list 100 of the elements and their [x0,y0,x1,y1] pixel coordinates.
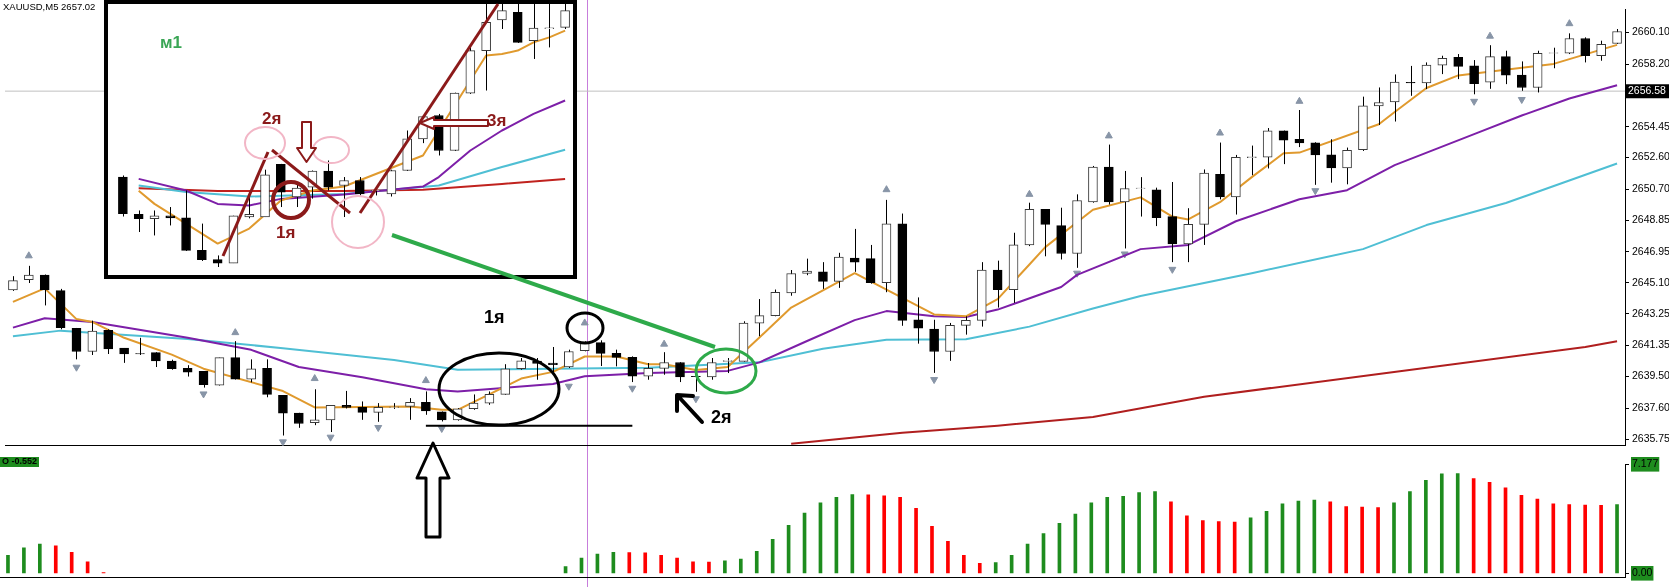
bar [977,562,982,574]
bar [898,496,902,574]
candlestick [786,269,797,297]
candlestick [961,315,971,336]
ref-line-label: 2656.58 [1628,84,1667,97]
bar [1615,504,1619,574]
candlestick [833,252,844,289]
bar [675,557,679,574]
bar [69,552,74,574]
candlestick [1326,138,1337,184]
bar [1408,491,1412,574]
candlestick [133,209,144,233]
point [930,377,939,385]
bar [1121,495,1125,574]
point [1565,19,1574,27]
candlestick [165,206,176,226]
candlestick [278,394,288,437]
bar [53,545,58,574]
point [24,251,33,259]
y-tick-label: 2654.45 [1632,119,1669,132]
candlestick [865,244,876,285]
bar [691,561,695,574]
bar [850,494,855,574]
point [1025,189,1034,197]
bar [1153,491,1157,574]
candlestick [1183,207,1194,263]
candlestick [1215,142,1225,200]
bar [1137,492,1141,574]
candlestick [1342,147,1352,185]
point [231,328,240,336]
y-tick-label: 2652.60 [1632,150,1669,163]
point [199,391,208,399]
point [421,376,430,384]
point [660,339,669,347]
bar [962,554,966,574]
bar [1439,473,1444,574]
y-tick-label: 0.00 [1632,566,1653,579]
y-tick-label: 2658.20 [1632,56,1669,69]
annotation: 1я [276,223,296,243]
y-tick-label: 2635.75 [1632,431,1669,444]
candlestick [528,4,539,60]
point [1517,96,1526,104]
y-tick-label: 2660.10 [1632,25,1669,38]
y-tick-label: 2639.50 [1632,369,1669,382]
candlestick [149,209,160,236]
candlestick [421,390,431,416]
point [1168,266,1177,274]
candlestick [87,320,98,356]
bar [1185,515,1189,574]
bar [723,560,727,574]
point [310,374,319,382]
bar [643,552,648,574]
y-tick-label: 2637.60 [1632,401,1669,414]
point [1104,131,1113,139]
bar [1328,501,1333,574]
bar [770,538,775,574]
bar [1200,520,1205,574]
bar [22,547,26,574]
annotation: м1 [160,33,183,53]
annotation: 3я [487,111,507,131]
candlestick [659,351,669,376]
annotation: 2я [262,109,282,129]
candlestick [818,261,828,290]
point [1295,96,1304,104]
point [326,434,335,442]
bar [659,554,663,574]
bar [1376,507,1380,574]
candlestick [1580,36,1591,63]
annotation: 1я [484,307,505,328]
bar [914,508,918,574]
bar [1105,496,1110,574]
candlestick [929,319,939,374]
point [564,383,573,391]
y-tick-label: 2650.70 [1632,182,1669,195]
candlestick [1469,59,1479,95]
bar [946,540,950,574]
candlestick [595,339,606,367]
bar [1567,504,1572,574]
y-tick-label: 2641.35 [1632,338,1669,351]
y-tick-label: 2648.85 [1632,213,1669,226]
annotation: 2я [711,407,732,428]
bar [738,558,743,574]
point [1311,188,1320,196]
point [278,439,287,446]
candlestick [405,397,415,421]
candlestick [373,402,384,423]
point [1470,98,1479,106]
bar [1089,502,1094,574]
bar [1216,521,1221,574]
y-tick-label: 7.177 [1632,457,1659,470]
y-tick-label: 2646.95 [1632,244,1669,257]
bar [882,495,887,574]
chart-title: XAUUSD,M5 2657.02 [3,1,96,12]
y-tick-label: 2643.25 [1632,306,1669,319]
y-tick-label: 2645.10 [1632,275,1669,288]
point [1486,31,1494,39]
bar [754,551,759,574]
bar [1424,480,1428,574]
candlestick [71,327,82,360]
bar [993,562,998,574]
